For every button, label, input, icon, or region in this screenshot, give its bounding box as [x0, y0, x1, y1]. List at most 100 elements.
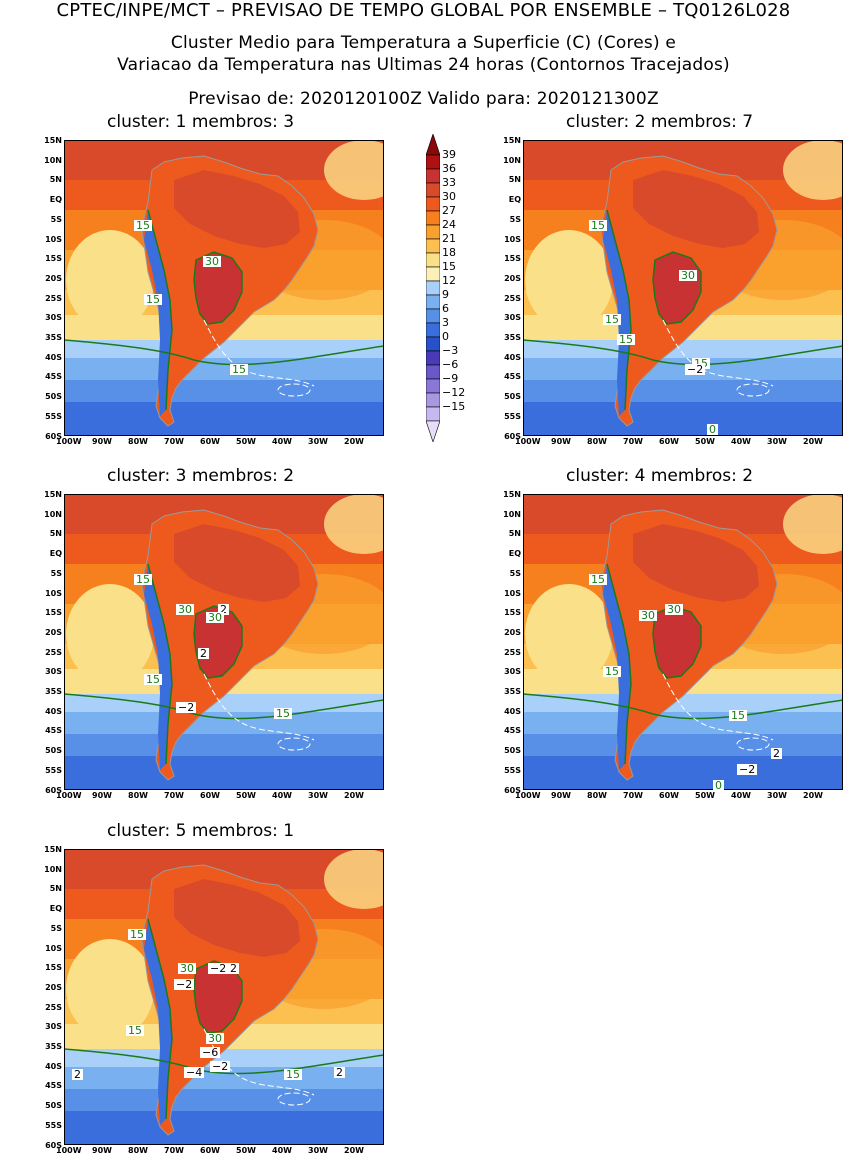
- contour-label: 2: [198, 647, 209, 660]
- lon-tick-label: 80W: [128, 791, 148, 800]
- lat-tick-label: EQ: [49, 195, 62, 205]
- lat-tick-label: 60S: [504, 431, 521, 441]
- lon-tick-label: 20W: [344, 1146, 364, 1155]
- contour-label: 15: [274, 707, 292, 720]
- lat-tick-label: 10N: [503, 155, 521, 165]
- colorbar-swatch: [426, 336, 440, 352]
- lon-tick-label: 70W: [623, 791, 643, 800]
- contour-label: −6: [200, 1046, 221, 1059]
- header-line-2: Cluster Medio para Temperatura a Superfi…: [170, 33, 677, 53]
- lat-tick-label: 25S: [45, 1002, 62, 1012]
- lon-tick-label: 100W: [515, 437, 541, 446]
- lat-tick-label: 50S: [504, 392, 521, 402]
- colorbar-swatch: [426, 308, 440, 324]
- cluster-2-title: cluster: 2 membros: 7: [566, 112, 754, 132]
- colorbar-swatch: [426, 392, 440, 408]
- contour-label: −2: [685, 363, 706, 376]
- lat-tick-label: 15S: [504, 608, 521, 618]
- lon-tick-label: 20W: [344, 437, 364, 446]
- lat-tick-label: 5N: [508, 175, 521, 185]
- lat-tick-label: 10S: [504, 588, 521, 598]
- lon-tick-label: 80W: [587, 791, 607, 800]
- colorbar-label: 6: [442, 302, 449, 315]
- lat-tick-label: EQ: [508, 549, 521, 559]
- contour-label: 2: [334, 1066, 345, 1079]
- lon-tick-label: 60W: [200, 437, 220, 446]
- contour-label: 15: [144, 293, 162, 306]
- contour-label: 30: [206, 611, 224, 624]
- lon-tick-label: 40W: [272, 437, 292, 446]
- colorbar-swatch: [426, 168, 440, 184]
- contour-label: −2: [176, 701, 197, 714]
- lat-tick-label: 10S: [45, 234, 62, 244]
- contour-label: 15: [128, 928, 146, 941]
- contour-label: 15: [589, 573, 607, 586]
- contour-label: 15: [692, 358, 710, 369]
- lat-tick-label: 45S: [45, 1081, 62, 1091]
- lat-tick-label: 50S: [45, 1101, 62, 1111]
- map-svg: [64, 140, 384, 436]
- contour-label: 30: [176, 603, 194, 616]
- lon-tick-label: 60W: [659, 791, 679, 800]
- colorbar-swatch: [426, 252, 440, 268]
- lat-tick-label: 5S: [50, 923, 62, 933]
- colorbar-swatch: [426, 154, 440, 170]
- lat-tick-label: 15N: [503, 490, 521, 499]
- contour-label: 2: [771, 747, 782, 760]
- map-svg: [523, 140, 843, 436]
- lat-tick-label: 10N: [44, 864, 62, 874]
- lat-tick-label: 30S: [504, 313, 521, 323]
- lat-tick-label: 40S: [504, 352, 521, 362]
- colorbar-label: −6: [442, 358, 459, 371]
- contour-label: −2: [208, 962, 229, 975]
- colorbar-label: 12: [442, 274, 456, 287]
- lat-tick-label: 5N: [49, 884, 62, 894]
- contour-label: 15: [603, 665, 621, 678]
- lon-tick-label: 90W: [92, 791, 112, 800]
- lat-tick-label: 30S: [45, 1022, 62, 1032]
- lat-tick-label: 55S: [45, 411, 62, 421]
- colorbar-label: 18: [442, 246, 456, 259]
- lat-tick-label: 60S: [45, 785, 62, 795]
- lat-tick-label: 15S: [504, 254, 521, 264]
- contour-label: 15: [230, 363, 248, 376]
- lat-tick-label: 45S: [45, 726, 62, 736]
- lat-tick-label: 40S: [504, 706, 521, 716]
- lat-tick-label: 40S: [45, 352, 62, 362]
- lon-tick-label: 100W: [515, 791, 541, 800]
- colorbar-label: 33: [442, 176, 456, 189]
- colorbar-label: −3: [442, 344, 459, 357]
- lat-tick-label: 50S: [504, 746, 521, 756]
- lat-tick-label: 50S: [45, 746, 62, 756]
- lat-tick-label: 10S: [45, 943, 62, 953]
- colorbar-label: 27: [442, 204, 456, 217]
- lat-tick-label: 45S: [504, 372, 521, 382]
- colorbar-swatch: [426, 224, 440, 240]
- lat-tick-label: 55S: [45, 765, 62, 775]
- lat-tick-label: EQ: [49, 904, 62, 914]
- lon-tick-label: 100W: [56, 791, 82, 800]
- lat-tick-label: 25S: [45, 293, 62, 303]
- lon-tick-label: 20W: [803, 437, 823, 446]
- colorbar-label: 24: [442, 218, 456, 231]
- lon-tick-label: 50W: [236, 1146, 256, 1155]
- contour-label: 0: [707, 423, 718, 436]
- lat-tick-label: 15N: [44, 490, 62, 499]
- map-svg: [64, 494, 384, 790]
- lon-tick-label: 70W: [623, 437, 643, 446]
- lat-tick-label: 15N: [44, 845, 62, 854]
- colorbar-label: 3: [442, 316, 449, 329]
- map-panel-cluster-3: 15N 10N 5N EQ 5S 10S 15S 20S 25S 30S 35S 40S 45S 50S 5…: [44, 490, 384, 800]
- lon-tick-label: 50W: [236, 437, 256, 446]
- lat-tick-label: 45S: [504, 726, 521, 736]
- colorbar-label: 9: [442, 288, 449, 301]
- lat-tick-label: 30S: [45, 313, 62, 323]
- lon-tick-label: 90W: [551, 437, 571, 446]
- lat-tick-label: 35S: [45, 1042, 62, 1051]
- lat-tick-label: 25S: [45, 647, 62, 657]
- contour-label: 30: [679, 269, 697, 282]
- lon-tick-label: 60W: [200, 1146, 220, 1155]
- lon-tick-label: 40W: [731, 437, 751, 446]
- lon-tick-label: 100W: [56, 437, 82, 446]
- colorbar-label: 15: [442, 260, 456, 273]
